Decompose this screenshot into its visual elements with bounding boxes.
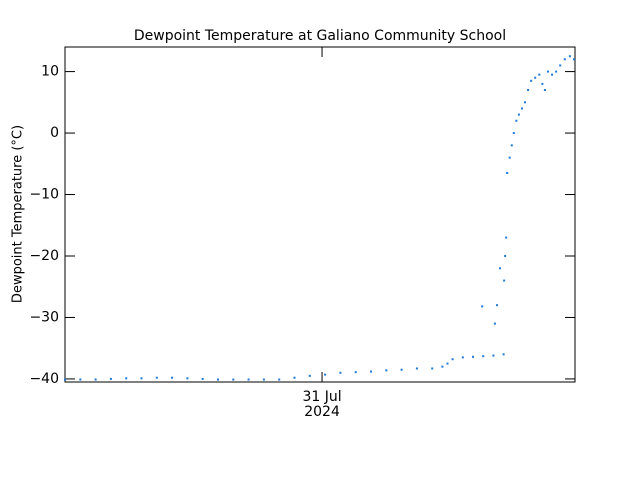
data-point [495, 304, 498, 307]
data-point [155, 376, 158, 379]
data-point [492, 354, 495, 357]
data-point [232, 378, 235, 381]
data-point [572, 58, 575, 61]
data-point [543, 89, 546, 92]
data-point [109, 377, 112, 380]
data-point [515, 119, 518, 122]
data-point [505, 236, 508, 239]
data-point [499, 267, 502, 270]
data-point [541, 82, 544, 85]
data-point [324, 373, 327, 376]
data-point [481, 305, 484, 308]
y-axis-label: Dewpoint Temperature (°C) [11, 125, 26, 303]
y-tick-label: 0 [50, 125, 59, 141]
data-point [506, 172, 509, 175]
data-point [339, 371, 342, 374]
data-point [94, 378, 97, 381]
data-point [278, 378, 281, 381]
data-point [559, 64, 562, 67]
data-point [472, 355, 474, 358]
y-tick-label: −10 [29, 187, 59, 203]
data-point [563, 58, 566, 61]
data-point [527, 89, 530, 92]
y-tick-label: −40 [29, 371, 59, 387]
data-point [431, 367, 434, 370]
data-point [262, 378, 265, 381]
data-point [568, 55, 571, 58]
data-point [534, 76, 537, 79]
y-tick-label: 10 [41, 64, 59, 80]
data-point [186, 377, 189, 380]
data-point [171, 376, 174, 379]
data-point [308, 374, 311, 377]
data-point [504, 254, 507, 257]
data-point [493, 322, 496, 325]
y-tick-label: −20 [29, 248, 59, 264]
data-point [510, 144, 513, 147]
data-point [441, 365, 444, 368]
data-point [503, 279, 506, 282]
chart-title: Dewpoint Temperature at Galiano Communit… [134, 28, 506, 44]
data-point [354, 371, 357, 374]
plot-frame [64, 46, 576, 383]
data-point [502, 353, 505, 356]
data-point [217, 378, 219, 381]
data-point [293, 376, 296, 379]
data-point [512, 132, 515, 135]
data-point [125, 377, 128, 380]
data-point [385, 369, 388, 372]
data-point [400, 368, 403, 371]
data-point [551, 73, 554, 76]
data-point [555, 70, 558, 73]
data-point [201, 377, 204, 380]
data-point [451, 358, 454, 361]
data-point [524, 101, 527, 104]
data-point [415, 367, 418, 370]
data-point [546, 70, 549, 73]
data-point [520, 107, 523, 110]
data-point [370, 370, 372, 373]
y-tick-label: −30 [29, 309, 59, 325]
data-point [247, 378, 250, 381]
x-tick-label: 2024 [304, 404, 340, 420]
data-point [508, 156, 511, 159]
data-point [446, 362, 449, 365]
data-point [517, 113, 520, 116]
data-point [140, 377, 143, 380]
data-point [538, 73, 541, 76]
data-point [530, 79, 533, 82]
x-tick-label: 31 Jul [302, 389, 341, 405]
data-point [482, 355, 485, 358]
data-point [64, 378, 66, 381]
data-point [79, 378, 82, 381]
data-point [461, 356, 464, 359]
